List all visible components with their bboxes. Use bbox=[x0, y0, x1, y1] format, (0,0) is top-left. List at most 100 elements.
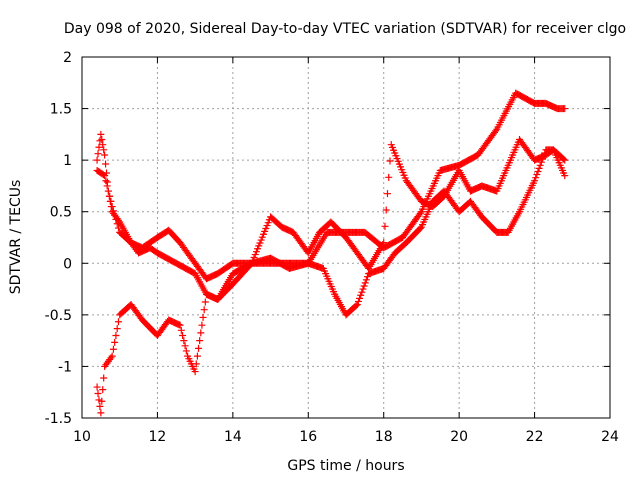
points-layer bbox=[93, 89, 569, 417]
plot-frame bbox=[81, 56, 611, 419]
x-tick-label: 16 bbox=[299, 429, 317, 445]
series-track-b bbox=[93, 136, 569, 303]
data-point bbox=[532, 174, 540, 182]
data-point bbox=[93, 156, 101, 164]
data-point bbox=[360, 282, 368, 290]
y-tick-label: 0.5 bbox=[50, 205, 72, 221]
data-point bbox=[381, 222, 389, 230]
y-tick-label: 0 bbox=[63, 256, 72, 272]
data-point bbox=[111, 211, 119, 219]
data-point bbox=[561, 156, 569, 164]
data-point bbox=[535, 164, 543, 172]
x-tick-label: 22 bbox=[526, 429, 544, 445]
data-point bbox=[113, 220, 121, 228]
data-point bbox=[382, 206, 390, 214]
data-point bbox=[114, 224, 122, 232]
data-point bbox=[100, 374, 108, 382]
data-point bbox=[94, 150, 102, 158]
data-point bbox=[95, 143, 103, 151]
data-point bbox=[199, 313, 207, 321]
data-point bbox=[98, 397, 106, 405]
y-tick-label: 1 bbox=[63, 153, 72, 169]
data-point bbox=[97, 409, 105, 417]
data-point bbox=[108, 352, 116, 360]
data-point bbox=[195, 344, 203, 352]
data-point bbox=[193, 352, 201, 360]
x-tick-label: 10 bbox=[73, 429, 91, 445]
data-point bbox=[200, 306, 208, 314]
data-point bbox=[197, 329, 205, 337]
data-point bbox=[383, 190, 391, 198]
chart-title: Day 098 of 2020, Sidereal Day-to-day VTE… bbox=[64, 21, 626, 37]
data-point bbox=[533, 171, 541, 179]
data-point bbox=[99, 141, 107, 149]
x-tick-label: 20 bbox=[450, 429, 468, 445]
ticks-layer: 10 12 14 16 18 20 22 24 -1.5 -1 -0.5 0 0.5 1 1.5 2 bbox=[45, 50, 619, 445]
y-tick-label: 1.5 bbox=[50, 102, 72, 118]
data-point bbox=[179, 331, 187, 339]
y-tick-label: -1.5 bbox=[45, 411, 72, 427]
data-point bbox=[352, 302, 360, 310]
data-point bbox=[97, 130, 105, 138]
data-point bbox=[560, 155, 568, 163]
data-point bbox=[111, 338, 119, 346]
data-point bbox=[94, 390, 102, 398]
grid-layer bbox=[82, 57, 610, 418]
data-point bbox=[102, 177, 110, 185]
data-point bbox=[107, 197, 115, 205]
data-point bbox=[191, 368, 199, 376]
data-point bbox=[201, 298, 209, 306]
data-point bbox=[536, 161, 544, 169]
data-point bbox=[101, 151, 109, 159]
data-point bbox=[112, 331, 120, 339]
data-point bbox=[99, 171, 107, 179]
x-tick-label: 18 bbox=[375, 429, 393, 445]
data-point bbox=[492, 127, 500, 135]
data-point bbox=[380, 239, 388, 247]
data-point bbox=[114, 318, 122, 326]
data-point bbox=[198, 321, 206, 329]
data-point bbox=[106, 192, 114, 200]
data-point bbox=[176, 321, 184, 329]
x-axis-title: GPS time / hours bbox=[287, 458, 404, 474]
x-tick-label: 14 bbox=[224, 429, 242, 445]
x-tick-label: 24 bbox=[601, 429, 619, 445]
series-track-c bbox=[93, 146, 569, 417]
data-point bbox=[181, 342, 189, 350]
data-point bbox=[96, 402, 104, 410]
data-point bbox=[356, 294, 364, 302]
data-point bbox=[100, 146, 108, 154]
data-point bbox=[416, 209, 424, 217]
data-point bbox=[538, 155, 546, 163]
data-point bbox=[540, 152, 548, 160]
data-point bbox=[416, 224, 424, 232]
data-point bbox=[93, 383, 101, 391]
data-point bbox=[353, 301, 361, 309]
data-point bbox=[102, 160, 110, 168]
data-point bbox=[386, 157, 394, 165]
y-tick-label: 2 bbox=[63, 50, 72, 66]
data-point bbox=[357, 291, 365, 299]
data-point bbox=[109, 207, 117, 215]
data-point bbox=[104, 187, 112, 195]
data-point bbox=[98, 136, 106, 144]
data-point bbox=[177, 326, 185, 334]
data-point bbox=[180, 337, 188, 345]
data-point bbox=[561, 172, 569, 180]
y-tick-label: -0.5 bbox=[45, 308, 72, 324]
data-point bbox=[385, 173, 393, 181]
data-point bbox=[99, 386, 107, 394]
data-point bbox=[192, 360, 200, 368]
data-point bbox=[561, 105, 569, 113]
data-point bbox=[103, 182, 111, 190]
data-point bbox=[112, 215, 120, 223]
data-point bbox=[109, 345, 117, 353]
x-tick-label: 12 bbox=[149, 429, 167, 445]
data-point bbox=[182, 347, 190, 355]
y-axis-title: SDTVAR / TECUs bbox=[8, 180, 24, 295]
data-point bbox=[359, 285, 367, 293]
data-point bbox=[108, 203, 116, 211]
data-point bbox=[354, 297, 362, 305]
data-point bbox=[358, 288, 366, 296]
